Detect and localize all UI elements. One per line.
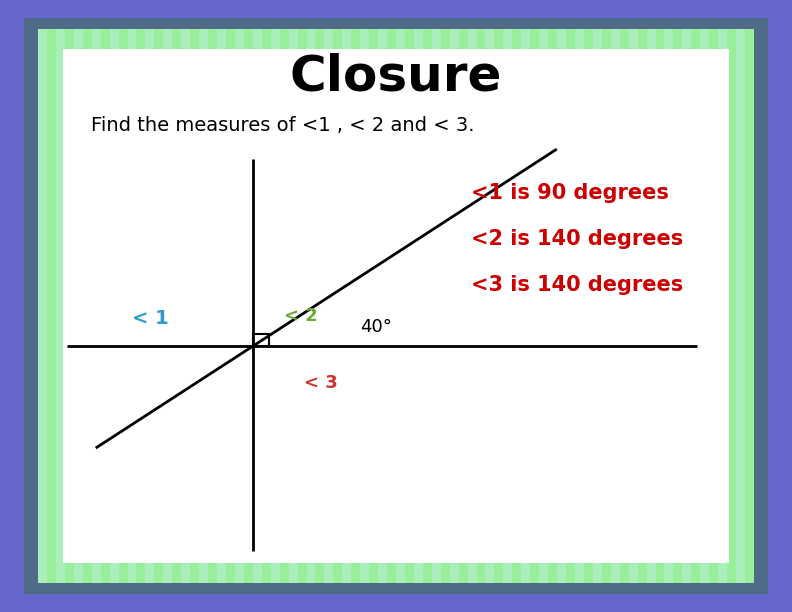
Bar — [38, 29, 47, 583]
Bar — [253, 29, 261, 583]
Bar — [181, 29, 190, 583]
Bar — [56, 29, 65, 583]
Bar — [664, 29, 673, 583]
Bar — [646, 29, 656, 583]
Text: Find the measures of <1 , < 2 and < 3.: Find the measures of <1 , < 2 and < 3. — [91, 116, 474, 135]
Bar — [63, 49, 729, 563]
Bar — [575, 29, 584, 583]
Bar — [611, 29, 620, 583]
Bar — [307, 29, 315, 583]
Bar — [593, 29, 602, 583]
Bar — [557, 29, 566, 583]
Bar — [146, 29, 154, 583]
Text: <1 is 90 degrees: <1 is 90 degrees — [471, 183, 669, 203]
Bar — [325, 29, 333, 583]
Bar — [199, 29, 208, 583]
Bar — [74, 29, 83, 583]
Bar — [360, 29, 369, 583]
Bar — [539, 29, 548, 583]
Bar — [414, 29, 423, 583]
Bar — [253, 334, 269, 346]
Bar — [504, 29, 512, 583]
Bar — [432, 29, 440, 583]
Bar — [396, 29, 405, 583]
Bar — [288, 29, 298, 583]
Text: Closure: Closure — [290, 53, 502, 100]
Text: <2 is 140 degrees: <2 is 140 degrees — [471, 229, 683, 248]
Bar — [450, 29, 459, 583]
Bar — [629, 29, 638, 583]
Bar — [128, 29, 136, 583]
Bar — [109, 29, 119, 583]
Text: < 1: < 1 — [132, 308, 169, 328]
Text: < 3: < 3 — [304, 373, 337, 392]
Bar — [378, 29, 387, 583]
Bar — [235, 29, 244, 583]
Text: 40°: 40° — [360, 318, 392, 337]
Bar — [271, 29, 280, 583]
Bar — [217, 29, 226, 583]
Bar — [467, 29, 477, 583]
Bar — [163, 29, 173, 583]
Bar — [736, 29, 745, 583]
Bar — [342, 29, 352, 583]
Bar — [683, 29, 691, 583]
Bar — [521, 29, 531, 583]
Bar — [485, 29, 494, 583]
Text: <3 is 140 degrees: <3 is 140 degrees — [471, 275, 683, 294]
Bar — [92, 29, 101, 583]
Text: < 2: < 2 — [284, 307, 318, 326]
Bar — [700, 29, 710, 583]
Bar — [718, 29, 727, 583]
